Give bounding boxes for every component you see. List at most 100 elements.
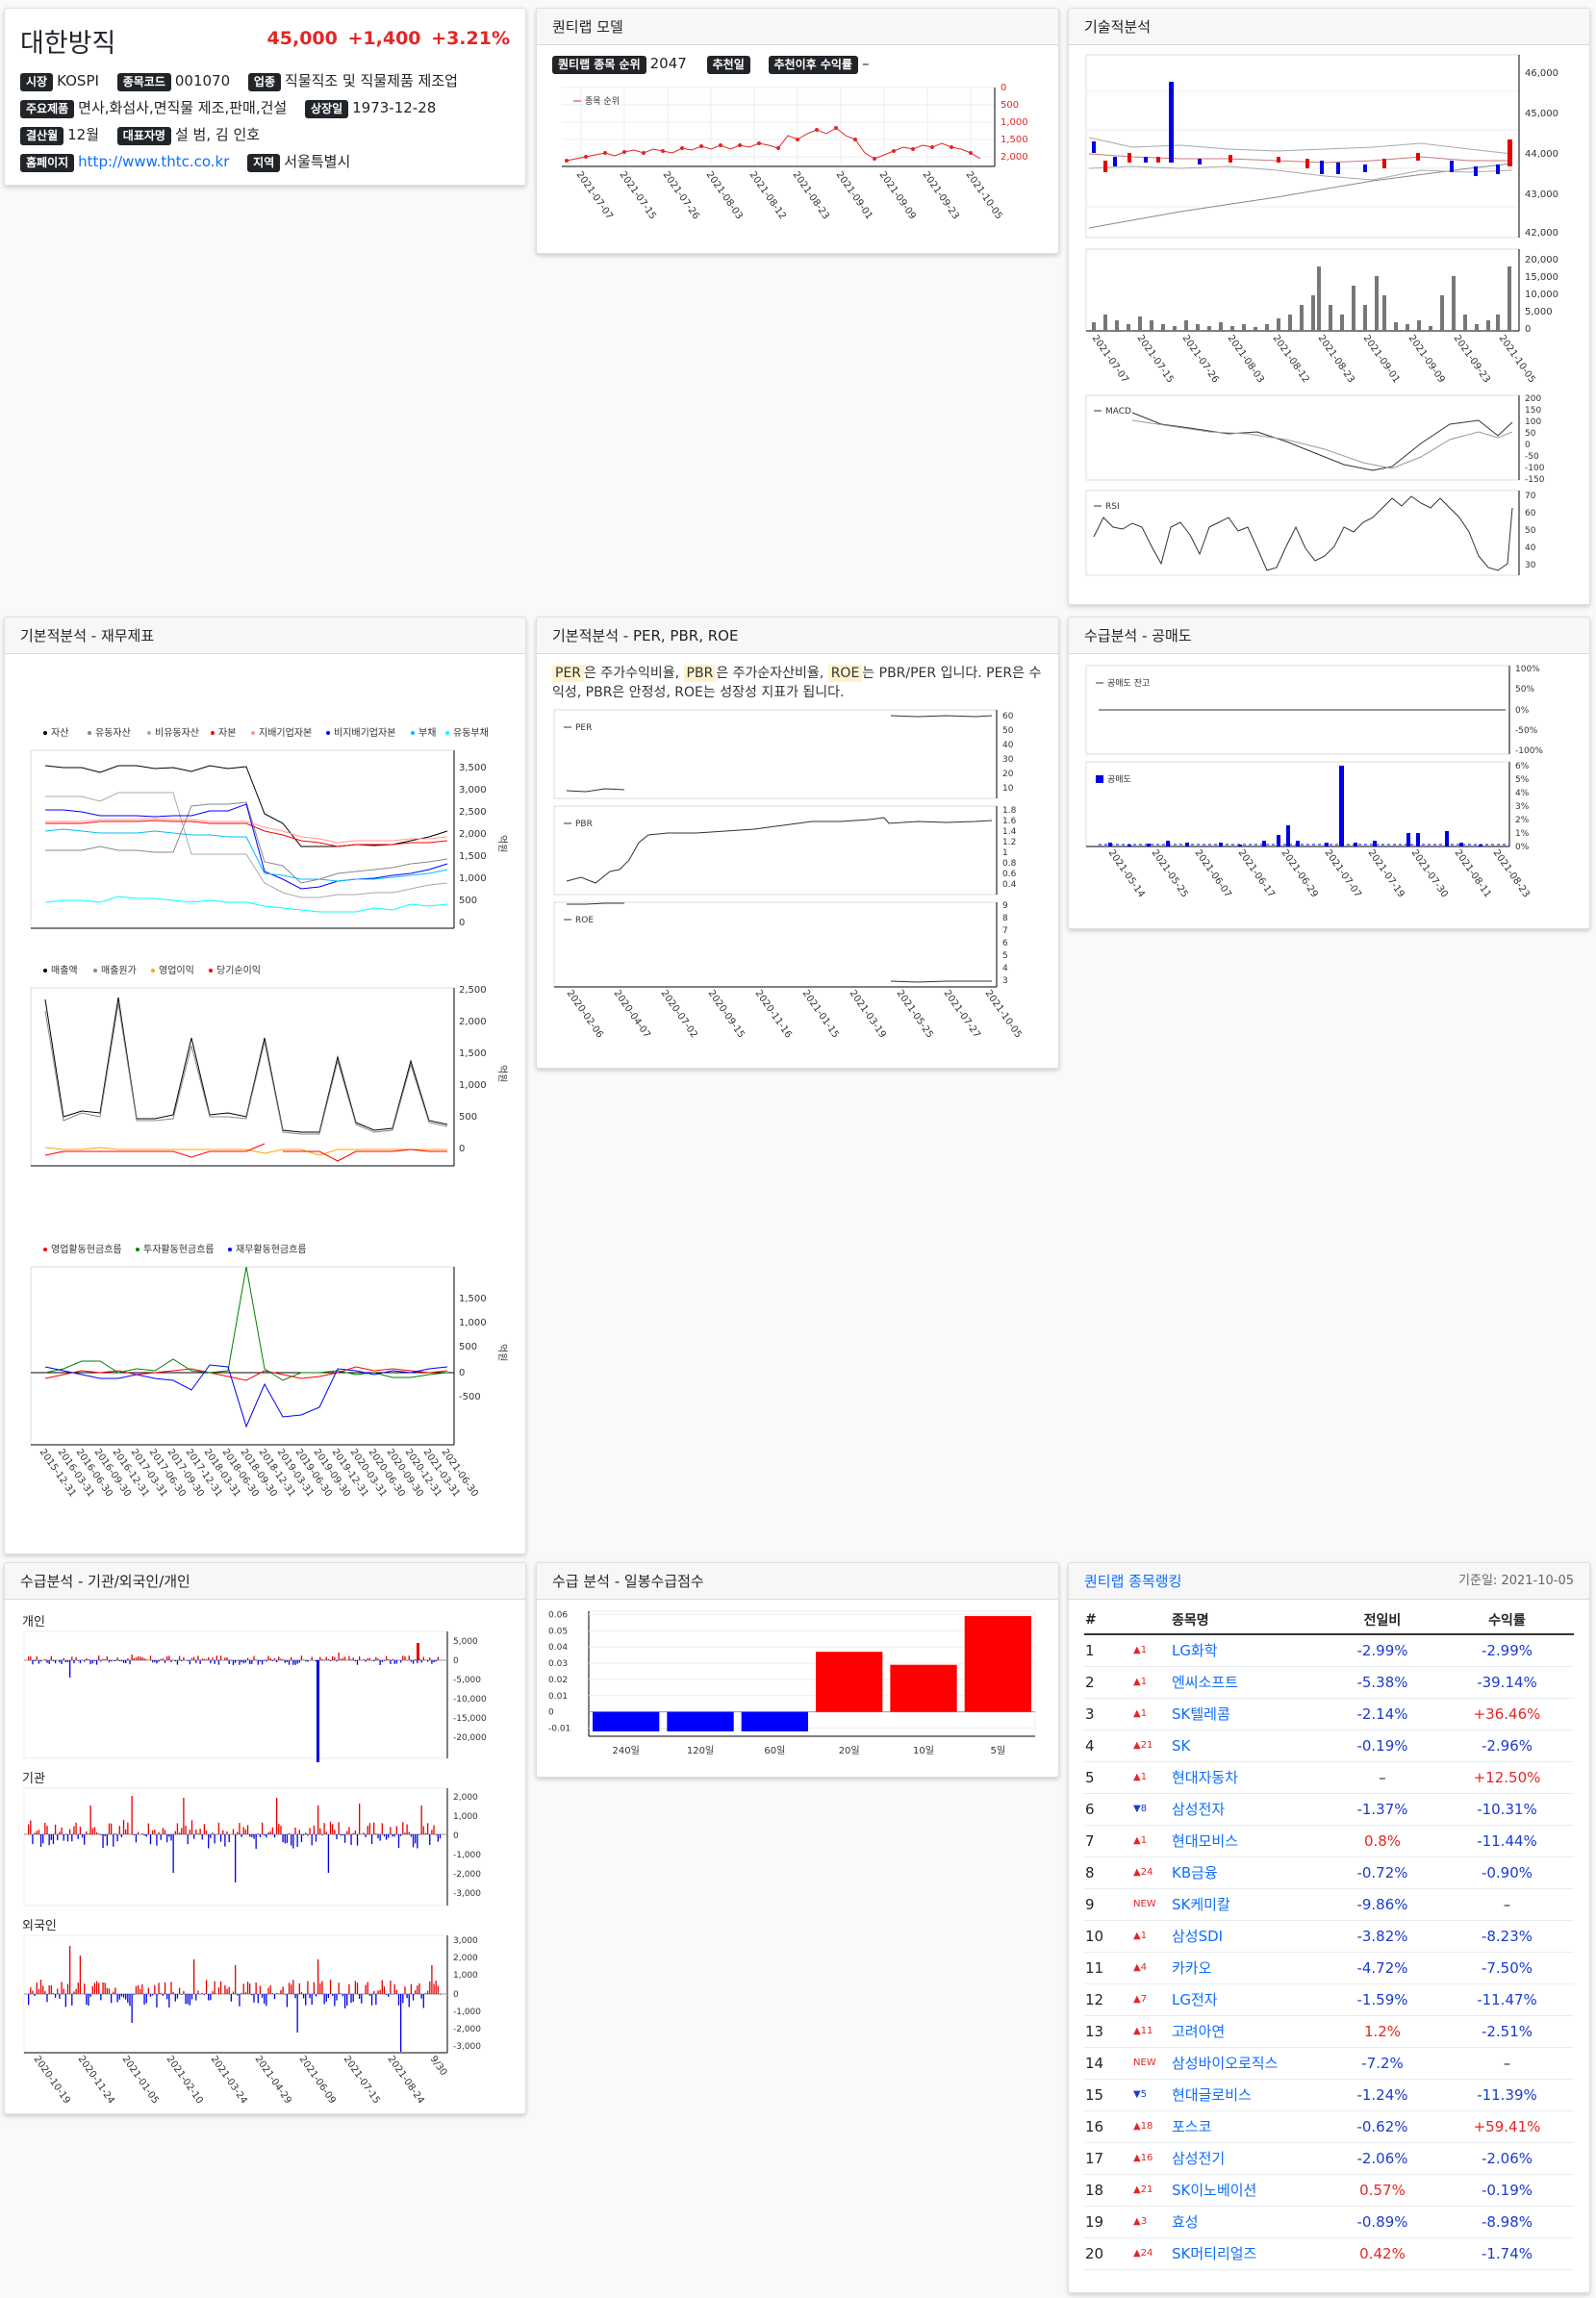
ranking-row[interactable]: 18 ▲21 SK이노베이션 0.57% -0.19% bbox=[1084, 2174, 1574, 2207]
ranking-row[interactable]: 4 ▲21 SK -0.19% -2.96% bbox=[1084, 1730, 1574, 1762]
stock-name-link[interactable]: 삼성바이오로직스 bbox=[1171, 2047, 1325, 2080]
flow-bar bbox=[222, 1830, 224, 1834]
ranking-row[interactable]: 16 ▲18 포스코 -0.62% +59.41% bbox=[1084, 2110, 1574, 2143]
flow-bar bbox=[28, 1656, 30, 1660]
stock-name-link[interactable]: 효성 bbox=[1171, 2206, 1325, 2238]
flow-bar bbox=[34, 1994, 36, 1996]
foreign-ytick: -2,000 bbox=[453, 2025, 481, 2034]
flow-header: 수급분석 - 기관/외국인/개인 bbox=[5, 1563, 525, 1600]
stock-name-link[interactable]: 삼성SDI bbox=[1171, 1920, 1325, 1953]
flow-bar bbox=[113, 1991, 114, 1994]
flow-bar bbox=[269, 1984, 271, 1994]
flow-bar bbox=[385, 1834, 388, 1840]
roe-ytick: 4 bbox=[1002, 964, 1008, 973]
flow-bar bbox=[429, 1657, 431, 1660]
ranking-row[interactable]: 7 ▲1 현대모비스 0.8% -11.44% bbox=[1084, 1825, 1574, 1857]
ranking-row[interactable]: 10 ▲1 삼성SDI -3.82% -8.23% bbox=[1084, 1920, 1574, 1953]
flow-bar bbox=[253, 1655, 255, 1660]
flow-bar bbox=[340, 1993, 342, 1994]
ranking-row[interactable]: 17 ▲16 삼성전기 -2.06% -2.06% bbox=[1084, 2142, 1574, 2175]
flow-bar bbox=[219, 1655, 222, 1660]
stock-name-link[interactable]: 고려아연 bbox=[1171, 2015, 1325, 2048]
flow-bar bbox=[205, 1658, 208, 1660]
stock-name-link[interactable]: 포스코 bbox=[1171, 2110, 1325, 2143]
ranking-row[interactable]: 20 ▲24 SK머티리얼즈 0.42% -1.74% bbox=[1084, 2237, 1574, 2270]
ranking-row[interactable]: 1 ▲1 LG화학 -2.99% -2.99% bbox=[1084, 1634, 1574, 1667]
homepage-link[interactable]: http://www.thtc.co.kr bbox=[78, 153, 230, 170]
ranking-row[interactable]: 14 NEW 삼성바이오로직스 -7.2% – bbox=[1084, 2047, 1574, 2080]
ranking-row[interactable]: 13 ▲11 고려아연 1.2% -2.51% bbox=[1084, 2015, 1574, 2048]
daily-change: 0.42% bbox=[1325, 2237, 1440, 2270]
flow-bar bbox=[38, 1830, 40, 1834]
stock-name-link[interactable]: 삼성전기 bbox=[1171, 2142, 1325, 2175]
stock-name-link[interactable]: 현대글로비스 bbox=[1171, 2079, 1325, 2111]
flow-bar bbox=[176, 1660, 179, 1665]
flow-bar bbox=[39, 1834, 42, 1847]
flow-bar bbox=[422, 1994, 424, 2008]
stock-name-link[interactable]: 현대모비스 bbox=[1171, 1825, 1325, 1857]
flow-bar bbox=[408, 1831, 410, 1834]
stock-name-link[interactable]: SK텔레콤 bbox=[1171, 1698, 1325, 1730]
flow-bar bbox=[108, 1660, 111, 1663]
flow-bar bbox=[64, 1834, 66, 1835]
stock-name-link[interactable]: 현대자동차 bbox=[1171, 1761, 1325, 1794]
stock-name-link[interactable]: SK케미칼 bbox=[1171, 1888, 1325, 1921]
stock-name-link[interactable]: KB금융 bbox=[1171, 1856, 1325, 1889]
macd-ytick: 150 bbox=[1525, 406, 1541, 416]
quant-rec-label: 추천일 bbox=[706, 56, 750, 74]
flow-bar bbox=[383, 1834, 386, 1837]
stock-name-link[interactable]: 삼성전자 bbox=[1171, 1793, 1325, 1826]
stock-name-link[interactable]: LG화학 bbox=[1171, 1634, 1325, 1667]
rank-number: 20 bbox=[1084, 2237, 1132, 2270]
ranking-row[interactable]: 6 ▼8 삼성전자 -1.37% -10.31% bbox=[1084, 1793, 1574, 1826]
flow-bar bbox=[135, 1985, 138, 1994]
flow-bar bbox=[89, 1660, 91, 1665]
flow-bar bbox=[77, 1660, 79, 1661]
ranking-header-row: # 종목명 전일비 수익률 bbox=[1084, 1605, 1574, 1635]
score-bar bbox=[964, 1616, 1031, 1712]
inst-ytick: -3,000 bbox=[453, 1889, 481, 1899]
flow-bar bbox=[288, 1982, 291, 1994]
stock-name-link[interactable]: LG전자 bbox=[1171, 1983, 1325, 2016]
stock-name-link[interactable]: 카카오 bbox=[1171, 1952, 1325, 1984]
ranking-row[interactable]: 2 ▲1 엔씨소프트 -5.38% -39.14% bbox=[1084, 1666, 1574, 1699]
rank-number: 17 bbox=[1084, 2142, 1132, 2175]
rank-number: 14 bbox=[1084, 2047, 1132, 2080]
flow-bar bbox=[32, 1990, 34, 1994]
ranking-row[interactable]: 11 ▲4 카카오 -4.72% -7.50% bbox=[1084, 1952, 1574, 1984]
flow-xtick: 2021-01-05 bbox=[120, 2054, 161, 2106]
ranking-row[interactable]: 15 ▼5 현대글로비스 -1.24% -11.39% bbox=[1084, 2079, 1574, 2111]
return-value: -39.14% bbox=[1440, 1666, 1574, 1699]
bollinger-lower bbox=[1088, 165, 1513, 181]
flow-bar bbox=[395, 1660, 397, 1664]
ranking-row[interactable]: 19 ▲3 효성 -0.89% -8.98% bbox=[1084, 2206, 1574, 2238]
flow-bar bbox=[59, 1831, 61, 1834]
ranking-row[interactable]: 5 ▲1 현대자동차 – +12.50% bbox=[1084, 1761, 1574, 1794]
volume-ytick: 15,000 bbox=[1525, 272, 1558, 283]
flow-bar bbox=[327, 1658, 330, 1660]
flow-bar bbox=[342, 1994, 344, 1997]
ranking-row[interactable]: 12 ▲7 LG전자 -1.59% -11.47% bbox=[1084, 1983, 1574, 2016]
return-value: -2.51% bbox=[1440, 2015, 1574, 2048]
ranking-row[interactable]: 3 ▲1 SK텔레콤 -2.14% +36.46% bbox=[1084, 1698, 1574, 1730]
rank-number: 15 bbox=[1084, 2079, 1132, 2111]
per-label: PER bbox=[575, 723, 592, 733]
equity-line bbox=[45, 820, 448, 847]
flow-bar bbox=[278, 1993, 280, 1994]
flow-bar bbox=[350, 1834, 352, 1845]
flow-bar bbox=[437, 1656, 439, 1660]
stock-name-link[interactable]: SK이노베이션 bbox=[1171, 2174, 1325, 2207]
flow-bar bbox=[113, 1834, 114, 1847]
ranking-row[interactable]: 8 ▲24 KB금융 -0.72% -0.90% bbox=[1084, 1856, 1574, 1889]
stock-name-link[interactable]: SK bbox=[1171, 1730, 1325, 1762]
stock-name-link[interactable]: 엔씨소프트 bbox=[1171, 1666, 1325, 1699]
flow-bar bbox=[325, 1994, 327, 2002]
fund-y1tick: 0 bbox=[459, 918, 465, 928]
ranking-row[interactable]: 9 NEW SK케미칼 -9.86% – bbox=[1084, 1888, 1574, 1921]
flow-bar bbox=[111, 1823, 113, 1834]
rsi-line bbox=[1093, 495, 1513, 571]
stock-name-link[interactable]: SK머티리얼즈 bbox=[1171, 2237, 1325, 2270]
flow-bar bbox=[174, 1660, 176, 1662]
fund-y1tick: 2,000 bbox=[459, 829, 487, 840]
tech-xtick: 2021-09-01 bbox=[1361, 333, 1402, 385]
